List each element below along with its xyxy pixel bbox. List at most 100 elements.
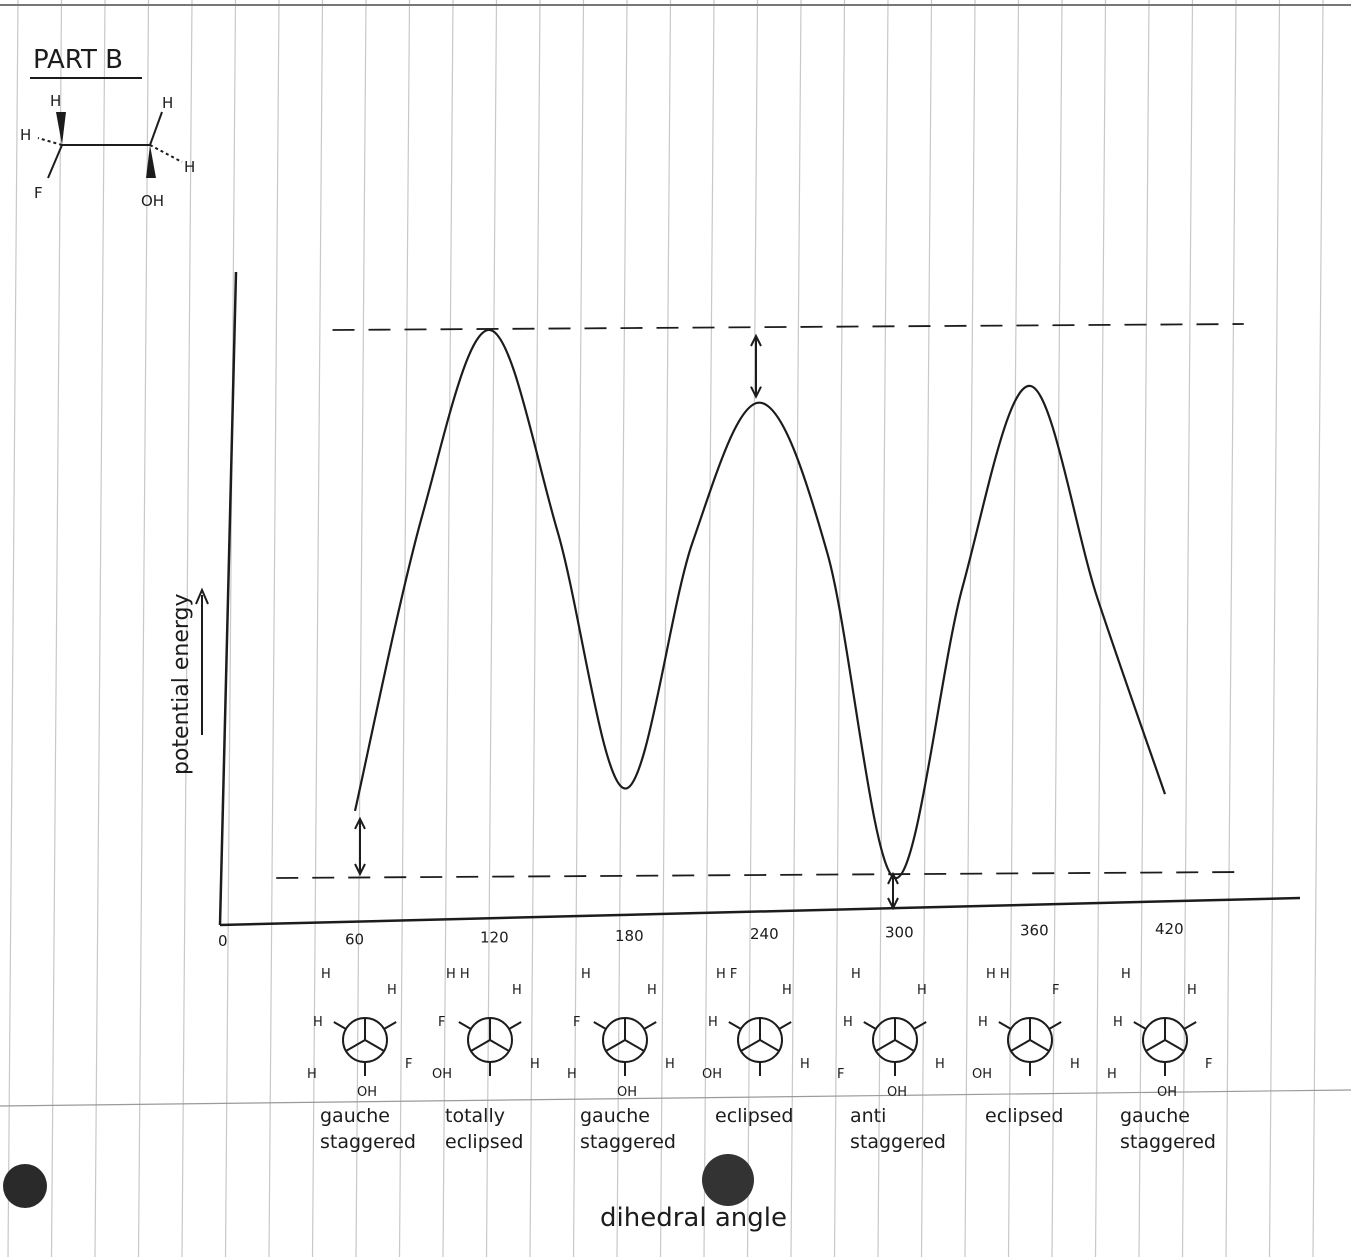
rule-line bbox=[1138, 0, 1150, 1257]
structure-atom-labels: H H H H F OH bbox=[20, 92, 195, 210]
reference-line-min bbox=[276, 871, 1244, 879]
newman-projection: H F H H H OH gauche staggered bbox=[567, 967, 676, 1153]
conformation-label: staggered bbox=[1120, 1131, 1216, 1153]
structure-drawing bbox=[37, 111, 183, 179]
x-tick-label: 360 bbox=[1020, 922, 1049, 940]
rule-line bbox=[920, 0, 933, 1257]
rule-line bbox=[398, 0, 411, 1257]
y-axis-arrowhead bbox=[195, 587, 209, 605]
conformation-label: anti bbox=[850, 1105, 886, 1127]
newman-atom-label: H bbox=[800, 1057, 810, 1072]
conformation-label: eclipsed bbox=[715, 1105, 793, 1127]
double-arrow bbox=[750, 333, 762, 399]
rule-line bbox=[964, 0, 976, 1257]
rule-line bbox=[0, 1089, 1351, 1107]
newman-atom-label: F bbox=[438, 1015, 445, 1030]
newman-atom-label: H H bbox=[986, 967, 1010, 982]
y-axis-label: potential energy bbox=[169, 593, 194, 775]
newman-atom-label: H bbox=[1113, 1015, 1123, 1030]
rule-line bbox=[790, 0, 802, 1257]
energy-curve bbox=[353, 328, 1167, 880]
x-tick-label: 0 bbox=[218, 932, 228, 950]
punch-hole-left bbox=[3, 1164, 47, 1208]
atom-label: F bbox=[34, 184, 43, 202]
rule-line bbox=[7, 0, 19, 1257]
newman-atom-label: F bbox=[1205, 1057, 1212, 1072]
rule-line bbox=[181, 0, 193, 1257]
newman-atom-label: OH bbox=[617, 1085, 637, 1100]
conformation-label: eclipsed bbox=[985, 1105, 1063, 1127]
double-arrow bbox=[354, 816, 366, 877]
rule-line bbox=[833, 0, 846, 1257]
rule-line bbox=[1225, 0, 1237, 1257]
newman-atom-label: H bbox=[1107, 1067, 1117, 1082]
newman-atom-label: F bbox=[1052, 983, 1059, 998]
newman-projection: H H H H F OH gauche staggered bbox=[307, 967, 416, 1153]
rule-line bbox=[311, 0, 324, 1257]
newman-atom-label: H bbox=[567, 1067, 577, 1082]
punch-hole-center bbox=[702, 1154, 754, 1206]
newman-atom-label: H F bbox=[716, 967, 737, 982]
atom-label: OH bbox=[141, 192, 164, 210]
newman-atom-label: OH bbox=[432, 1067, 452, 1082]
newman-atom-label: OH bbox=[887, 1085, 907, 1100]
newman-atom-label: H bbox=[851, 967, 861, 982]
conformation-label: gauche bbox=[1120, 1105, 1190, 1127]
newman-atom-label: H bbox=[1187, 983, 1197, 998]
rule-line bbox=[703, 0, 715, 1257]
newman-atom-label: H bbox=[843, 1015, 853, 1030]
newman-atom-label: H bbox=[1070, 1057, 1080, 1072]
x-tick-labels: 0 60 120 180 240 300 360 420 bbox=[218, 920, 1184, 950]
y-axis bbox=[218, 271, 238, 926]
newman-atom-label: H bbox=[782, 983, 792, 998]
newman-atom-label: H bbox=[978, 1015, 988, 1030]
y-axis-label-group: potential energy bbox=[169, 587, 209, 775]
newman-atom-label: OH bbox=[357, 1085, 377, 1100]
rule-line bbox=[877, 0, 889, 1257]
rule-line bbox=[1094, 0, 1107, 1257]
energy-diagram: 0 60 120 180 240 300 360 420 potential energy H… bbox=[169, 271, 1301, 1233]
newman-atom-label: H bbox=[530, 1057, 540, 1072]
rule-line bbox=[442, 0, 454, 1257]
rule-line bbox=[529, 0, 541, 1257]
newman-atom-label: F bbox=[837, 1067, 844, 1082]
conformation-label: staggered bbox=[580, 1131, 676, 1153]
conformation-label: gauche bbox=[580, 1105, 650, 1127]
rule-line bbox=[1051, 0, 1063, 1257]
conformation-label: eclipsed bbox=[445, 1131, 523, 1153]
rule-line bbox=[1312, 0, 1324, 1257]
rule-line bbox=[1268, 0, 1281, 1257]
rule-line bbox=[616, 0, 628, 1257]
newman-atom-label: H bbox=[387, 983, 397, 998]
newman-atom-label: H bbox=[708, 1015, 718, 1030]
rule-line bbox=[137, 0, 150, 1257]
reference-lines bbox=[276, 323, 1244, 879]
rule-line bbox=[268, 0, 280, 1257]
newman-atom-label: H bbox=[917, 983, 927, 998]
punch-holes bbox=[3, 1154, 754, 1208]
atom-label: H bbox=[162, 94, 173, 112]
newman-atom-label: F bbox=[405, 1057, 412, 1072]
newman-atom-label: OH bbox=[1157, 1085, 1177, 1100]
newman-atom-label: H bbox=[665, 1057, 675, 1072]
rule-line bbox=[1181, 0, 1194, 1257]
newman-atom-label: H bbox=[647, 983, 657, 998]
rule-line bbox=[50, 0, 63, 1257]
page-title: PART B bbox=[33, 45, 123, 75]
wedge-bond bbox=[56, 112, 66, 145]
conformation-label: staggered bbox=[320, 1131, 416, 1153]
newman-atom-label: H bbox=[1121, 967, 1131, 982]
newman-atom-label: H bbox=[935, 1057, 945, 1072]
newman-projection: H H H H F OH gauche staggered bbox=[1107, 967, 1216, 1153]
x-axis-label: dihedral angle bbox=[600, 1203, 787, 1233]
wedge-bond bbox=[146, 145, 156, 178]
newman-atom-label: F bbox=[573, 1015, 580, 1030]
newman-atom-label: H bbox=[307, 1067, 317, 1082]
atom-label: H bbox=[184, 158, 195, 176]
x-axis bbox=[219, 896, 1301, 927]
